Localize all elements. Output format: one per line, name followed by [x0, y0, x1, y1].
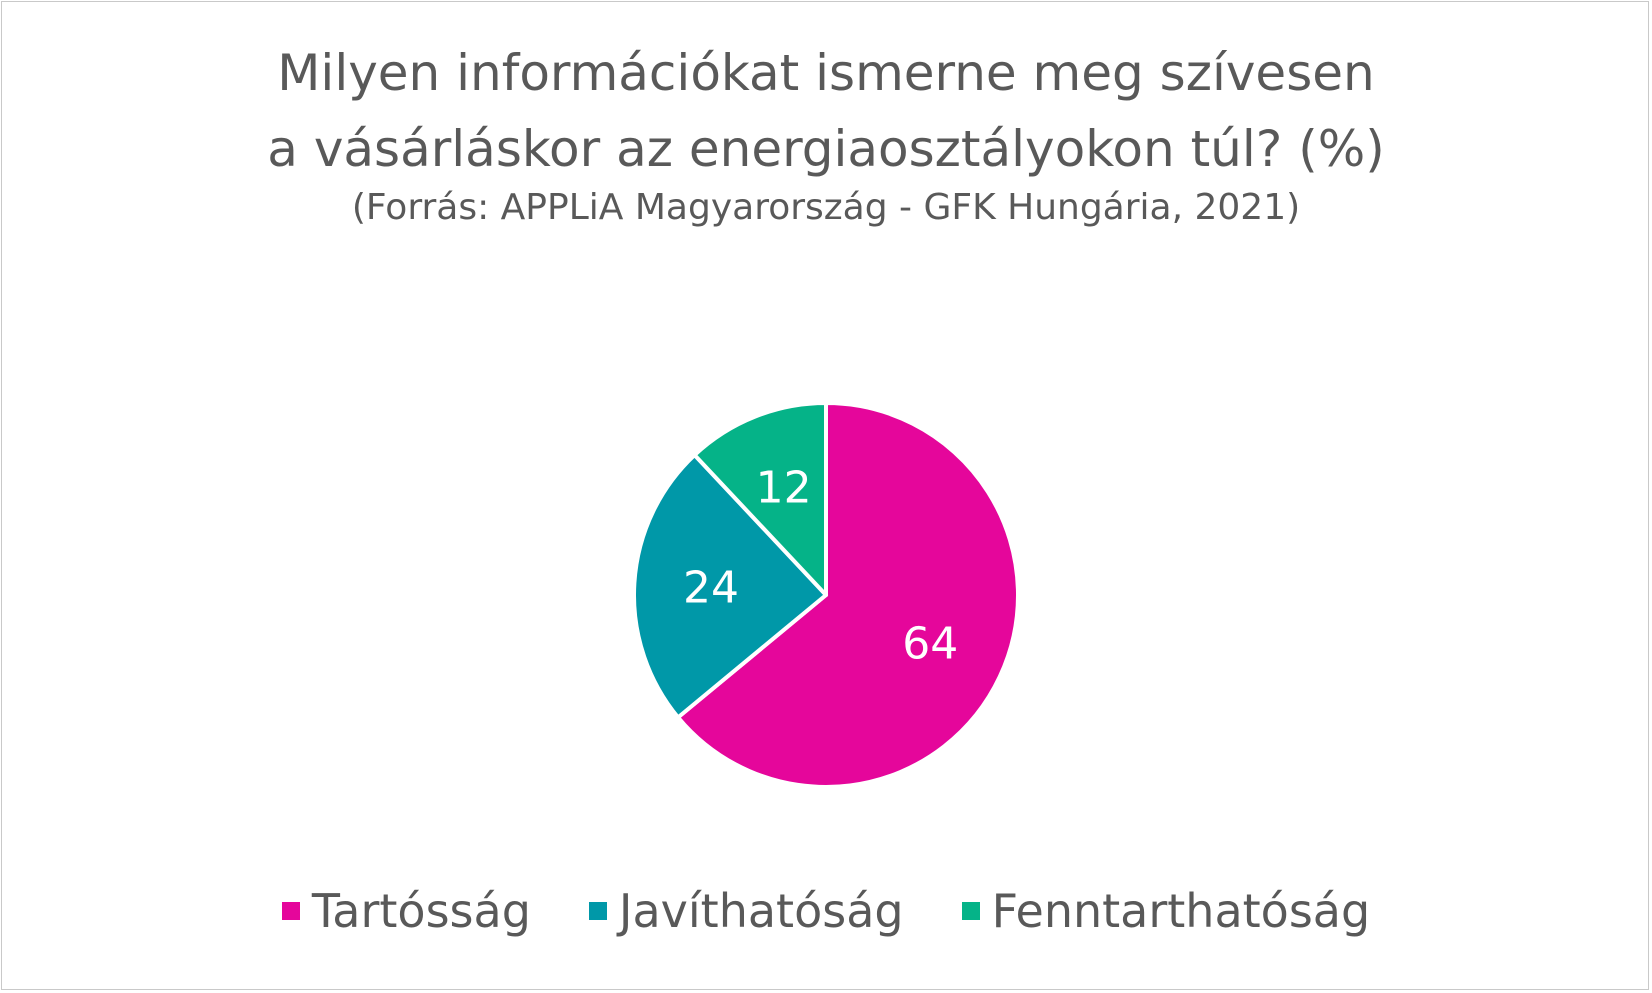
- data-label-javithatosag: 24: [683, 562, 739, 613]
- legend-swatch-tartossag: [281, 902, 300, 920]
- legend-swatch-javithatosag: [588, 902, 607, 920]
- chart-title-line-2: a vásárláskor az energiaosztályokon túl?…: [267, 120, 1385, 178]
- legend-label-javithatosag: Javíthatóság: [618, 884, 904, 938]
- legend-item-tartossag: Tartósság: [281, 884, 531, 938]
- pie-slice-fenntarthatosag: [692, 401, 828, 597]
- legend-item-fenntarthatosag: Fenntarthatóság: [961, 884, 1371, 938]
- data-label-fenntarthatosag: 12: [756, 462, 812, 513]
- legend-swatch-fenntarthatosag: [961, 902, 980, 920]
- pie-slice-javithatosag: [632, 453, 828, 720]
- chart-title-line-1: Milyen információkat ismerne meg szívese…: [277, 44, 1375, 102]
- legend-label-tartossag: Tartósság: [311, 884, 531, 938]
- pie-slice-tartossag: [676, 401, 1020, 789]
- chart-subtitle: (Forrás: APPLiA Magyarország - GFK Hungá…: [351, 187, 1301, 228]
- legend-item-javithatosag: Javíthatóság: [588, 884, 904, 938]
- data-label-tartossag: 64: [902, 619, 958, 670]
- legend: Tartósság Javíthatóság Fenntarthatóság: [0, 888, 1652, 934]
- legend-label-fenntarthatosag: Fenntarthatóság: [991, 884, 1371, 938]
